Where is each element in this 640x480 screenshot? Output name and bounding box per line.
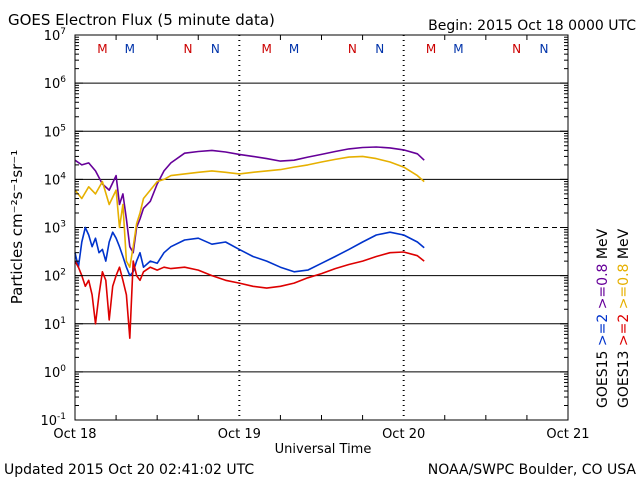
local-time-marker: M — [262, 42, 272, 56]
series-line — [74, 226, 425, 277]
local-time-marker: N — [183, 42, 192, 56]
legend-entry: GOES13 >=2 >=0.8 MeV — [616, 228, 632, 408]
credit-label: NOAA/SWPC Boulder, CO USA — [428, 462, 637, 478]
local-time-marker: N — [540, 42, 549, 56]
x-tick-label: Oct 21 — [546, 427, 589, 442]
y-tick-label: 10-1 — [40, 412, 66, 429]
local-time-marker: M — [289, 42, 299, 56]
series-line — [74, 155, 425, 269]
y-tick-label: 102 — [44, 268, 66, 285]
local-time-marker: N — [375, 42, 384, 56]
y-tick-label: 104 — [44, 171, 67, 188]
legend-entry: GOES15 >=2 >=0.8 MeV — [595, 228, 611, 408]
y-tick-label: 101 — [44, 316, 66, 333]
series-line — [74, 251, 425, 340]
y-tick-label: 107 — [44, 27, 66, 44]
x-tick-label: Oct 18 — [53, 427, 96, 442]
begin-date-label: Begin: 2015 Oct 18 0000 UTC — [428, 18, 636, 34]
local-time-marker: M — [97, 42, 107, 56]
x-tick-label: Oct 19 — [218, 427, 261, 442]
y-tick-label: 106 — [44, 75, 67, 92]
chart-title: GOES Electron Flux (5 minute data) — [8, 11, 275, 29]
y-tick-label: 105 — [44, 123, 66, 140]
series-line — [74, 146, 425, 254]
x-tick-label: Oct 20 — [382, 427, 425, 442]
local-time-marker: N — [211, 42, 220, 56]
local-time-marker: N — [348, 42, 357, 56]
local-time-marker: N — [512, 42, 521, 56]
local-time-marker: M — [426, 42, 436, 56]
updated-timestamp: Updated 2015 Oct 20 02:41:02 UTC — [4, 462, 254, 478]
local-time-marker: M — [453, 42, 463, 56]
y-tick-label: 100 — [44, 364, 67, 381]
x-axis-label: Universal Time — [275, 442, 372, 457]
y-axis-label: Particles cm⁻²s⁻¹sr⁻¹ — [8, 150, 26, 304]
y-tick-label: 103 — [44, 220, 66, 237]
local-time-marker: M — [125, 42, 135, 56]
